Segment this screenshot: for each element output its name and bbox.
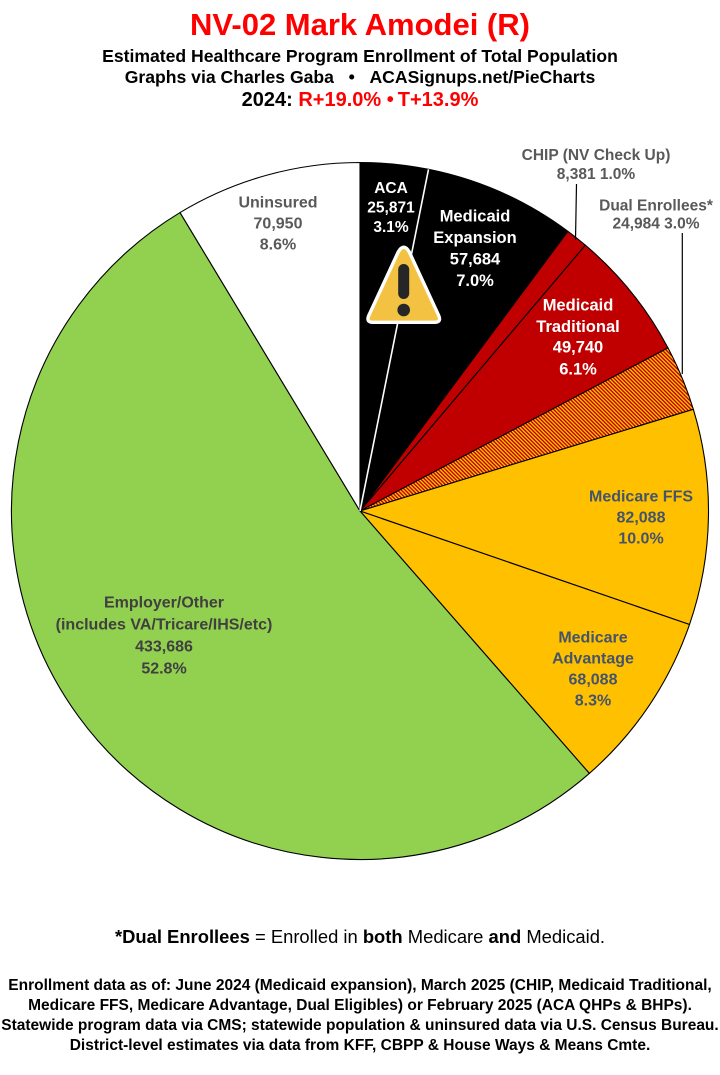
svg-text:24,984 3.0%: 24,984 3.0% <box>612 216 699 233</box>
svg-text:3.1%: 3.1% <box>373 219 409 236</box>
svg-text:68,088: 68,088 <box>569 672 618 689</box>
svg-text:Medicare FFS: Medicare FFS <box>589 489 693 506</box>
svg-text:CHIP (NV Check Up): CHIP (NV Check Up) <box>522 147 671 164</box>
svg-text:Employer/Other: Employer/Other <box>104 595 224 612</box>
svg-text:82,088: 82,088 <box>617 510 666 527</box>
svg-text:Dual Enrollees*: Dual Enrollees* <box>599 198 714 215</box>
svg-text:Traditional: Traditional <box>536 318 619 336</box>
svg-text:7.0%: 7.0% <box>456 272 494 290</box>
svg-text:433,686: 433,686 <box>135 639 193 656</box>
svg-text:Medicaid: Medicaid <box>440 208 511 226</box>
svg-text:25,871: 25,871 <box>367 200 415 217</box>
svg-text:Medicare: Medicare <box>558 630 627 647</box>
svg-text:52.8%: 52.8% <box>141 661 186 678</box>
svg-text:ACA: ACA <box>374 180 408 197</box>
svg-text:Advantage: Advantage <box>552 651 634 668</box>
svg-text:(includes VA/Tricare/IHS/etc): (includes VA/Tricare/IHS/etc) <box>56 617 273 634</box>
svg-text:8.6%: 8.6% <box>260 237 296 254</box>
svg-text:57,684: 57,684 <box>450 251 501 269</box>
svg-text:70,950: 70,950 <box>254 216 303 233</box>
svg-text:Expansion: Expansion <box>433 229 516 247</box>
svg-text:49,740: 49,740 <box>553 339 603 357</box>
svg-text:8.3%: 8.3% <box>575 693 611 710</box>
svg-text:Medicaid: Medicaid <box>543 297 614 315</box>
svg-text:6.1%: 6.1% <box>559 361 597 379</box>
svg-text:8,381 1.0%: 8,381 1.0% <box>557 166 636 183</box>
svg-text:10.0%: 10.0% <box>618 531 663 548</box>
svg-text:Uninsured: Uninsured <box>238 195 317 212</box>
